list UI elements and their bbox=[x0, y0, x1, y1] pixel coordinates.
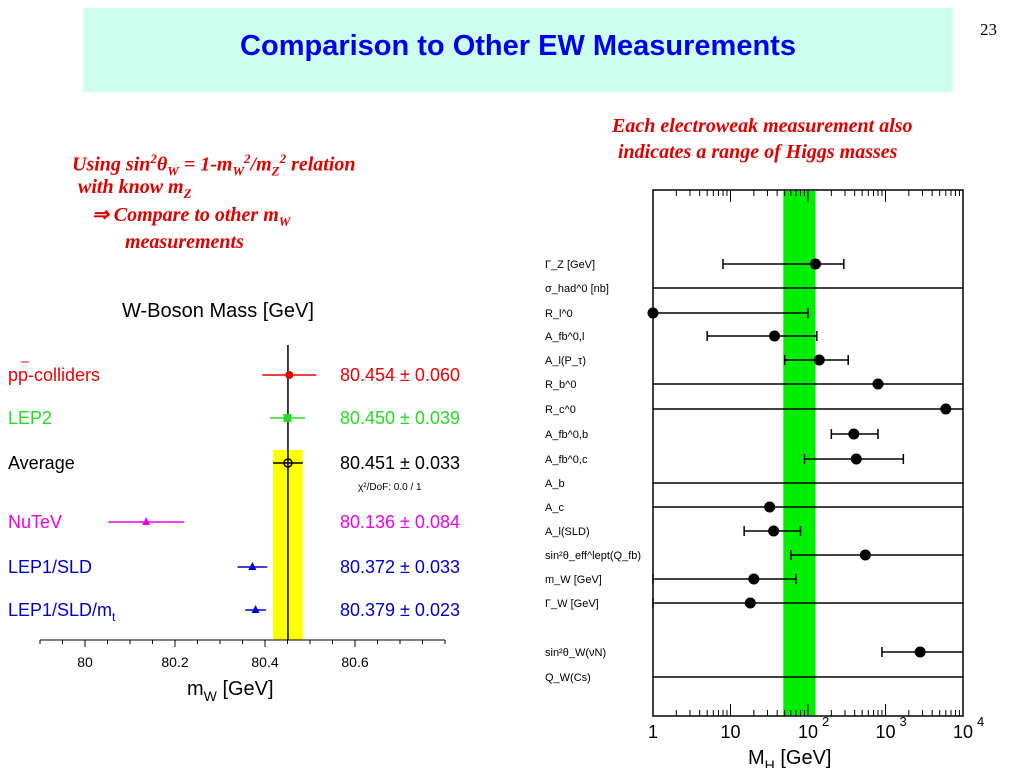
w-row-label: LEP2 bbox=[8, 408, 52, 428]
w-point-marker bbox=[142, 517, 151, 525]
w-row-label: LEP1/SLD/mt bbox=[8, 600, 116, 624]
h-x-tick-label: 10 bbox=[798, 722, 818, 742]
w-chart-title: W-Boson Mass [GeV] bbox=[122, 300, 314, 322]
h-row-label: Q_W(Cs) bbox=[545, 672, 591, 684]
h-point-marker bbox=[744, 597, 756, 609]
h-x-tick-exponent: 4 bbox=[977, 714, 984, 729]
w-row-label: LEP1/SLD bbox=[8, 557, 92, 577]
h-x-tick-exponent: 3 bbox=[900, 714, 907, 729]
h-point-marker bbox=[859, 549, 871, 561]
left-note-line3: ⇒ Compare to other mW bbox=[92, 204, 291, 229]
w-x-tick-label: 80.4 bbox=[251, 654, 278, 670]
w-row-label: pp-colliders bbox=[8, 365, 100, 385]
h-row-label: sin²θ_W(νN) bbox=[545, 647, 606, 659]
w-point-marker bbox=[285, 371, 294, 379]
h-row-label: A_fb^0,l bbox=[545, 331, 584, 343]
h-row-label: A_l(P_τ) bbox=[545, 355, 586, 367]
w-x-tick-label: 80.2 bbox=[161, 654, 188, 670]
w-row-label: Average bbox=[8, 453, 75, 473]
h-row-label: R_b^0 bbox=[545, 379, 576, 391]
w-row-value: 80.454 ± 0.060 bbox=[340, 365, 460, 385]
w-row-value: 80.451 ± 0.033 bbox=[340, 453, 460, 473]
higgs-band bbox=[783, 191, 816, 715]
h-point-marker bbox=[872, 378, 884, 390]
h-point-marker bbox=[810, 258, 822, 270]
title-banner: Comparison to Other EW Measurements bbox=[83, 8, 953, 92]
h-row-label: A_fb^0,c bbox=[545, 454, 588, 466]
w-row-value: 80.136 ± 0.084 bbox=[340, 512, 460, 532]
w-row-label: NuTeV bbox=[8, 512, 62, 532]
w-point-marker bbox=[251, 605, 260, 613]
w-x-tick-label: 80 bbox=[77, 654, 93, 670]
right-note-line2: indicates a range of Higgs masses bbox=[618, 141, 898, 163]
right-note-line1: Each electroweak measurement also bbox=[612, 115, 913, 137]
h-x-tick-label: 1 bbox=[648, 722, 658, 742]
w-chisq-annotation: χ²/DoF: 0.0 / 1 bbox=[358, 482, 422, 493]
slide-title: Comparison to Other EW Measurements bbox=[240, 30, 796, 62]
w-point-marker bbox=[248, 562, 257, 570]
w-row-value: 80.379 ± 0.023 bbox=[340, 600, 460, 620]
h-row-label: Γ_W [GeV] bbox=[545, 598, 599, 610]
h-point-marker bbox=[848, 428, 860, 440]
h-row-label: Γ_Z [GeV] bbox=[545, 259, 595, 271]
h-row-label: σ_had^0 [nb] bbox=[545, 283, 609, 295]
h-row-label: A_fb^0,b bbox=[545, 429, 588, 441]
h-row-label: A_b bbox=[545, 478, 565, 490]
h-x-tick-label: 10 bbox=[953, 722, 973, 742]
left-note-line2: with know mZ bbox=[78, 176, 192, 201]
w-mass-chart: W-Boson Mass [GeV] χ²/DoF: 0.0 / 1 mW [G… bbox=[8, 300, 460, 704]
h-row-label: A_l(SLD) bbox=[545, 526, 590, 538]
w-point-marker bbox=[283, 458, 293, 468]
h-x-tick-label: 10 bbox=[720, 722, 740, 742]
h-row-label: m_W [GeV] bbox=[545, 574, 602, 586]
h-row-label: A_c bbox=[545, 502, 564, 514]
h-point-marker bbox=[768, 525, 780, 537]
h-x-tick-label: 10 bbox=[875, 722, 895, 742]
page-number: 23 bbox=[980, 20, 997, 39]
h-x-tick-exponent: 2 bbox=[822, 714, 829, 729]
h-row-label: sin²θ_eff^lept(Q_fb) bbox=[545, 550, 641, 562]
left-note-line4: measurements bbox=[125, 231, 244, 253]
w-xlabel: mW [GeV] bbox=[187, 678, 274, 704]
higgs-mass-chart: MH [GeV] 1 10 10 2 10 3 10 4 Γ_Z [GeV] σ_had^0 [n… bbox=[545, 189, 984, 768]
h-point-marker bbox=[647, 307, 659, 319]
h-row-label: R_l^0 bbox=[545, 308, 573, 320]
w-row-value: 80.372 ± 0.033 bbox=[340, 557, 460, 577]
h-point-marker bbox=[813, 354, 825, 366]
h-point-marker bbox=[748, 573, 760, 585]
w-row-value: 80.450 ± 0.039 bbox=[340, 408, 460, 428]
w-point-marker bbox=[283, 414, 292, 422]
h-xlabel: MH [GeV] bbox=[748, 747, 832, 768]
h-row-label: R_c^0 bbox=[545, 404, 576, 416]
h-point-marker bbox=[769, 330, 781, 342]
h-point-marker bbox=[914, 646, 926, 658]
h-point-marker bbox=[764, 501, 776, 513]
h-point-marker bbox=[850, 453, 862, 465]
left-note-line1: Using sin2θW = 1-mW2/mZ2 relation bbox=[72, 151, 356, 179]
h-point-marker bbox=[940, 403, 952, 415]
w-x-tick-label: 80.6 bbox=[341, 654, 368, 670]
